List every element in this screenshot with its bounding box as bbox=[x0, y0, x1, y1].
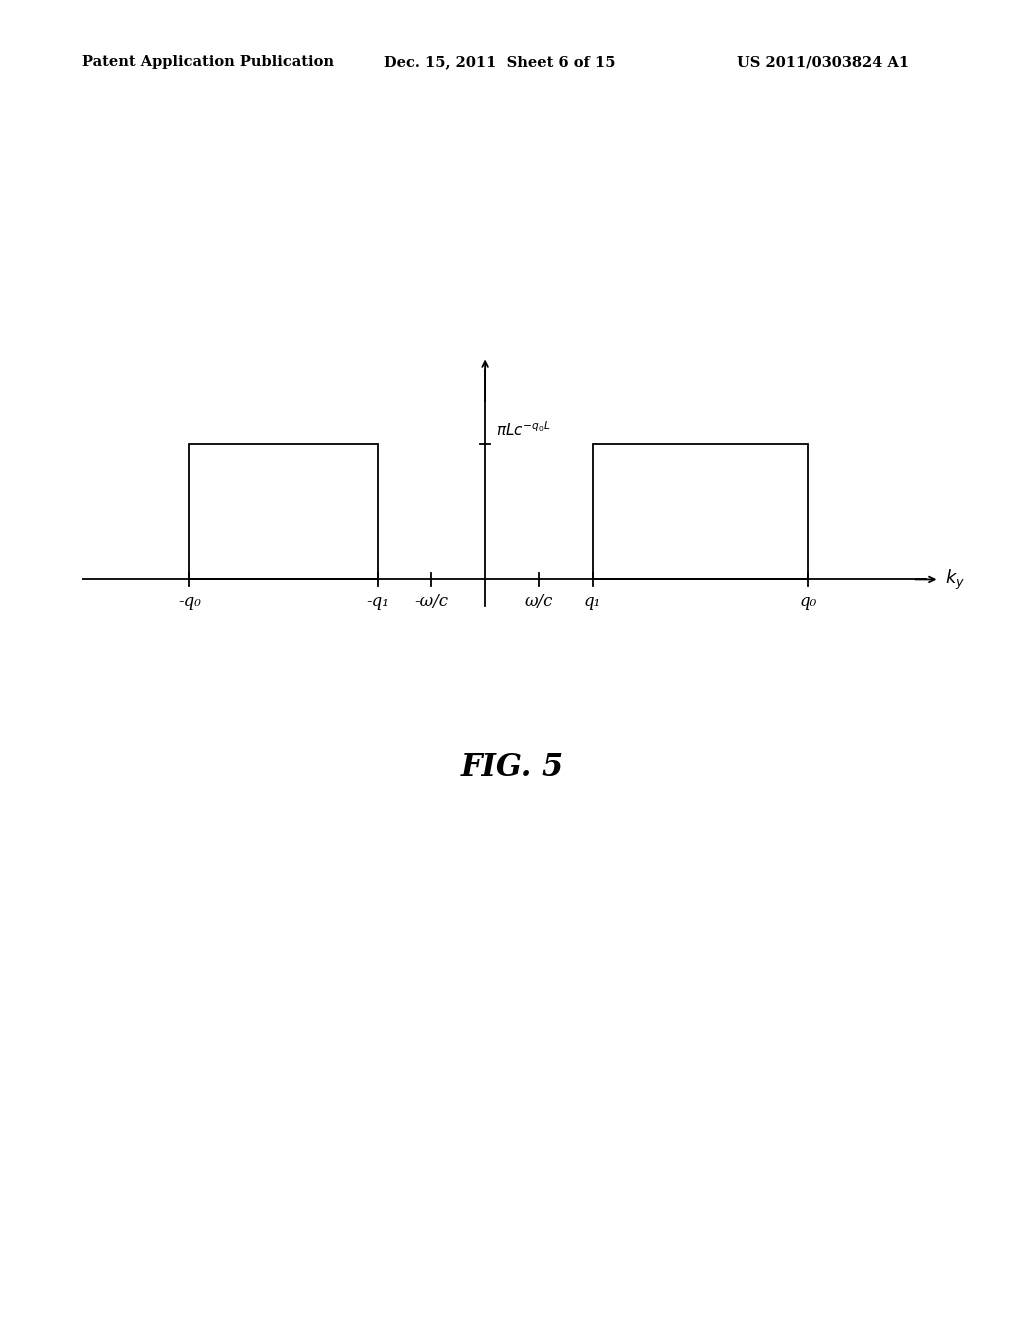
Text: -ω/c: -ω/c bbox=[415, 593, 449, 610]
Text: $\pi Lc^{-q_0L}$: $\pi Lc^{-q_0L}$ bbox=[496, 420, 551, 440]
Text: Dec. 15, 2011  Sheet 6 of 15: Dec. 15, 2011 Sheet 6 of 15 bbox=[384, 55, 615, 70]
Text: US 2011/0303824 A1: US 2011/0303824 A1 bbox=[737, 55, 909, 70]
Text: $k_y$: $k_y$ bbox=[945, 568, 965, 591]
Text: FIG. 5: FIG. 5 bbox=[461, 752, 563, 783]
Text: -q₁: -q₁ bbox=[367, 593, 389, 610]
Bar bbox=[189, 445, 378, 579]
Text: q₁: q₁ bbox=[584, 593, 601, 610]
Text: Patent Application Publication: Patent Application Publication bbox=[82, 55, 334, 70]
Text: -q₀: -q₀ bbox=[178, 593, 201, 610]
Text: ω/c: ω/c bbox=[524, 593, 553, 610]
Text: q₀: q₀ bbox=[799, 593, 816, 610]
Bar bbox=[593, 445, 808, 579]
